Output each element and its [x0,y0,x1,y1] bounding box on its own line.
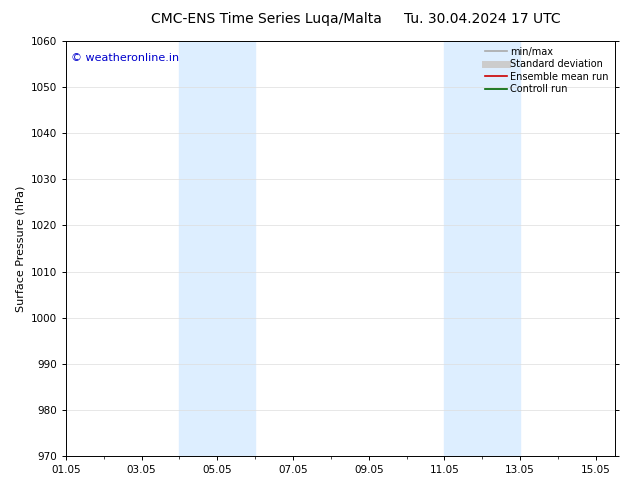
Legend: min/max, Standard deviation, Ensemble mean run, Controll run: min/max, Standard deviation, Ensemble me… [481,43,613,98]
Text: CMC-ENS Time Series Luqa/Malta: CMC-ENS Time Series Luqa/Malta [151,12,382,26]
Text: Tu. 30.04.2024 17 UTC: Tu. 30.04.2024 17 UTC [403,12,560,26]
Bar [179,41,255,456]
Y-axis label: Surface Pressure (hPa): Surface Pressure (hPa) [15,185,25,312]
Bar [444,41,520,456]
Text: © weatheronline.in: © weatheronline.in [71,53,179,64]
